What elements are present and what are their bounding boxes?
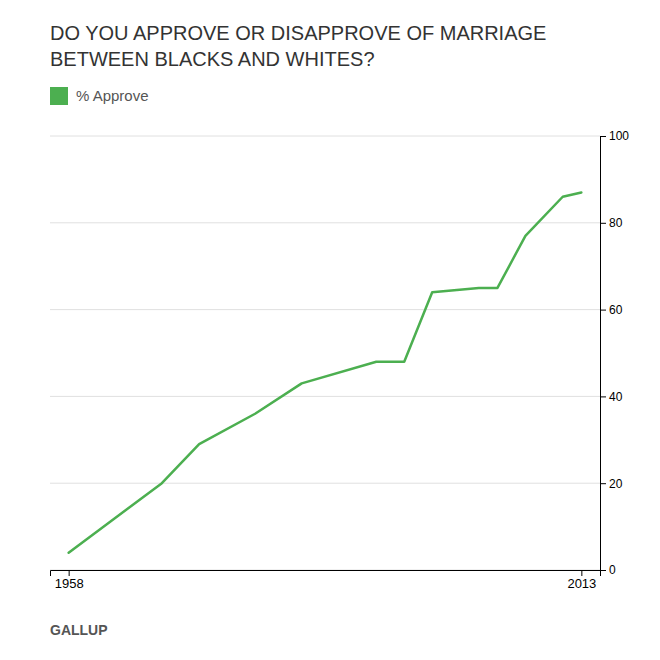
y-tick: 40 <box>600 390 623 404</box>
y-tick-mark <box>600 396 606 397</box>
grid <box>50 136 600 570</box>
title-line: BETWEEN BLACKS AND WHITES? <box>50 48 375 70</box>
x-tick: 2013 <box>567 570 596 591</box>
y-tick: 80 <box>600 216 623 230</box>
y-tick: 0 <box>600 563 616 577</box>
y-axis-line <box>601 137 607 571</box>
y-tick-label: 60 <box>609 303 623 317</box>
legend-swatch <box>50 87 68 105</box>
y-tick-mark <box>600 483 606 484</box>
grid-line <box>50 396 600 397</box>
y-tick-mark <box>600 570 606 571</box>
x-tick-label: 1958 <box>55 576 84 591</box>
x-axis: 1958 2013 <box>51 570 601 591</box>
x-tick-mark <box>69 570 70 576</box>
plot: 1958 2013 0 20 40 60 80 100 <box>50 129 629 591</box>
y-tick-label: 20 <box>609 477 623 491</box>
y-tick-label: 100 <box>609 129 629 143</box>
grid-line <box>50 136 600 137</box>
y-tick-label: 40 <box>609 390 623 404</box>
marks <box>69 192 582 552</box>
y-tick: 60 <box>600 303 623 317</box>
grid-line <box>50 309 600 310</box>
y-tick-mark <box>600 223 606 224</box>
y-tick: 100 <box>600 129 629 143</box>
x-tick-label: 2013 <box>567 576 596 591</box>
y-axis: 0 20 40 60 80 100 <box>600 129 629 577</box>
source: GALLUP <box>50 622 108 638</box>
y-tick-mark <box>600 136 606 137</box>
x-tick-mark <box>581 570 582 576</box>
x-axis-line <box>51 571 601 577</box>
y-tick-label: 0 <box>609 563 616 577</box>
grid-line <box>50 483 600 484</box>
y-tick: 20 <box>600 477 623 491</box>
grid-line <box>50 222 600 223</box>
x-tick: 1958 <box>55 570 84 591</box>
line <box>69 192 582 552</box>
chart: DO YOU APPROVE OR DISAPPROVE OF MARRIAGE… <box>0 0 660 660</box>
title-line: DO YOU APPROVE OR DISAPPROVE OF MARRIAGE <box>50 22 546 44</box>
legend-label: % Approve <box>76 87 149 104</box>
y-tick-label: 80 <box>609 216 623 230</box>
title: DO YOU APPROVE OR DISAPPROVE OF MARRIAGE… <box>50 22 546 70</box>
y-tick-mark <box>600 310 606 311</box>
